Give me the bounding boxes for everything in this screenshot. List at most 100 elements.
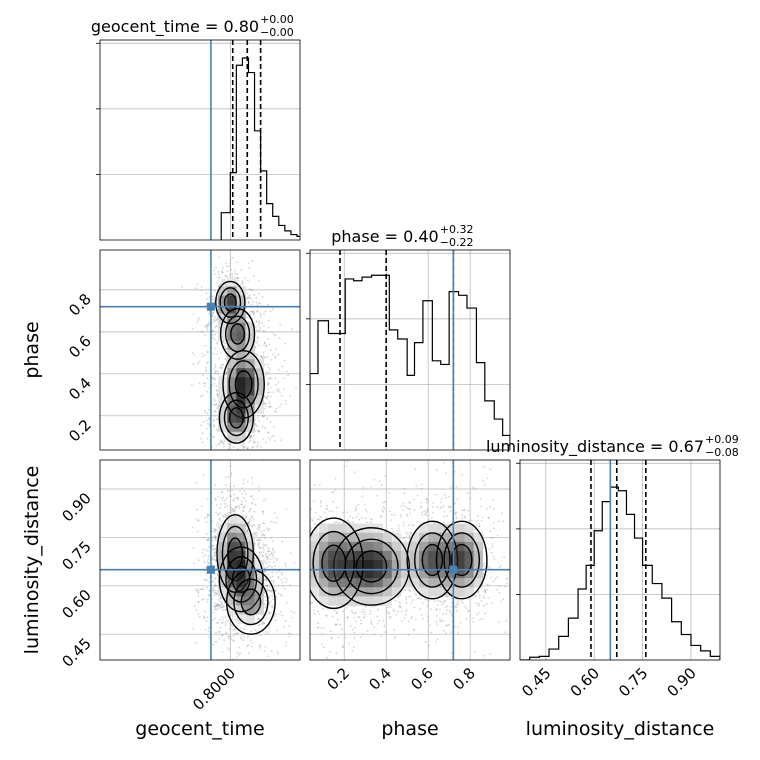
- sample-point: [240, 503, 243, 506]
- sample-point: [221, 271, 224, 274]
- sample-point: [212, 464, 214, 466]
- sample-point: [213, 319, 215, 322]
- sample-point: [249, 436, 252, 439]
- sample-point: [261, 622, 264, 625]
- sample-point: [402, 521, 405, 524]
- sample-point: [253, 442, 256, 444]
- sample-point: [261, 510, 264, 513]
- sample-point: [501, 512, 504, 515]
- sample-point: [364, 605, 367, 608]
- sample-point: [253, 312, 256, 314]
- sample-point: [455, 609, 458, 612]
- sample-point: [204, 353, 206, 356]
- sample-point: [273, 512, 276, 514]
- sample-point: [267, 431, 270, 434]
- sample-point: [275, 348, 277, 351]
- sample-point: [216, 532, 219, 535]
- sample-point: [206, 538, 208, 541]
- sample-point: [444, 606, 447, 609]
- sample-point: [350, 610, 353, 612]
- sample-point: [205, 521, 208, 523]
- sample-point: [216, 603, 219, 606]
- contour: [218, 392, 255, 444]
- sample-point: [230, 623, 233, 626]
- sample-point: [201, 289, 203, 292]
- contour: [230, 323, 246, 345]
- sample-point: [494, 577, 497, 580]
- sample-point: [252, 300, 255, 303]
- sample-point: [214, 553, 216, 556]
- sample-point: [249, 507, 252, 510]
- sample-point: [213, 410, 216, 413]
- sample-point: [409, 502, 412, 504]
- sample-point: [293, 621, 295, 623]
- sample-point: [410, 615, 413, 618]
- sample-point: [225, 484, 227, 486]
- sample-point: [271, 566, 273, 569]
- sample-point: [345, 465, 348, 468]
- sample-point: [229, 455, 231, 457]
- sample-point: [220, 503, 222, 506]
- sample-point: [440, 620, 443, 623]
- density-cell: [227, 359, 237, 369]
- sample-point: [239, 283, 242, 286]
- sample-point: [325, 507, 328, 510]
- sample-point: [268, 400, 271, 403]
- sample-point: [395, 613, 398, 616]
- sample-point: [290, 328, 293, 331]
- sample-point: [267, 395, 270, 397]
- panel-frame: [99, 459, 301, 661]
- sample-point: [426, 499, 429, 502]
- sample-point: [277, 577, 280, 579]
- sample-point: [197, 601, 200, 604]
- sample-point: [435, 615, 438, 617]
- sample-point: [286, 578, 289, 581]
- sample-point: [195, 609, 198, 611]
- sample-point: [226, 635, 229, 638]
- sample-point: [256, 310, 259, 313]
- sample-point: [218, 256, 221, 259]
- sample-point: [411, 599, 414, 601]
- density-cell: [218, 286, 228, 296]
- sample-point: [196, 362, 199, 365]
- sample-point: [258, 528, 260, 531]
- sample-point: [211, 334, 214, 336]
- sample-point: [280, 394, 283, 397]
- sample-point: [237, 497, 240, 500]
- sample-point: [288, 635, 291, 638]
- sample-point: [215, 591, 217, 594]
- sample-point: [250, 494, 253, 497]
- sample-point: [280, 579, 282, 581]
- sample-point: [230, 512, 233, 514]
- sample-point: [208, 321, 211, 323]
- sample-point: [202, 474, 205, 477]
- sample-point: [287, 374, 289, 377]
- sample-point: [265, 579, 268, 581]
- sample-point: [257, 525, 260, 528]
- sample-point: [236, 632, 239, 635]
- sample-point: [255, 329, 258, 332]
- sample-point: [222, 248, 224, 250]
- sample-point: [259, 326, 261, 329]
- sample-point: [232, 499, 234, 501]
- sample-point: [313, 612, 316, 615]
- sample-point: [221, 609, 224, 612]
- sample-point: [257, 541, 260, 544]
- sample-point: [376, 494, 379, 497]
- sample-point: [336, 611, 338, 614]
- sample-point: [215, 385, 218, 388]
- sample-point: [267, 589, 270, 592]
- sample-point: [398, 601, 401, 604]
- density-cell: [254, 377, 264, 387]
- sample-point: [260, 356, 263, 359]
- sample-point: [220, 606, 223, 608]
- sample-point: [250, 303, 253, 306]
- sample-point: [214, 498, 217, 501]
- sample-point: [213, 602, 216, 605]
- sample-point: [492, 499, 495, 501]
- sample-point: [421, 483, 423, 486]
- sample-point: [409, 595, 412, 598]
- sample-point: [325, 516, 328, 519]
- sample-point: [388, 612, 391, 614]
- contour: [215, 280, 246, 325]
